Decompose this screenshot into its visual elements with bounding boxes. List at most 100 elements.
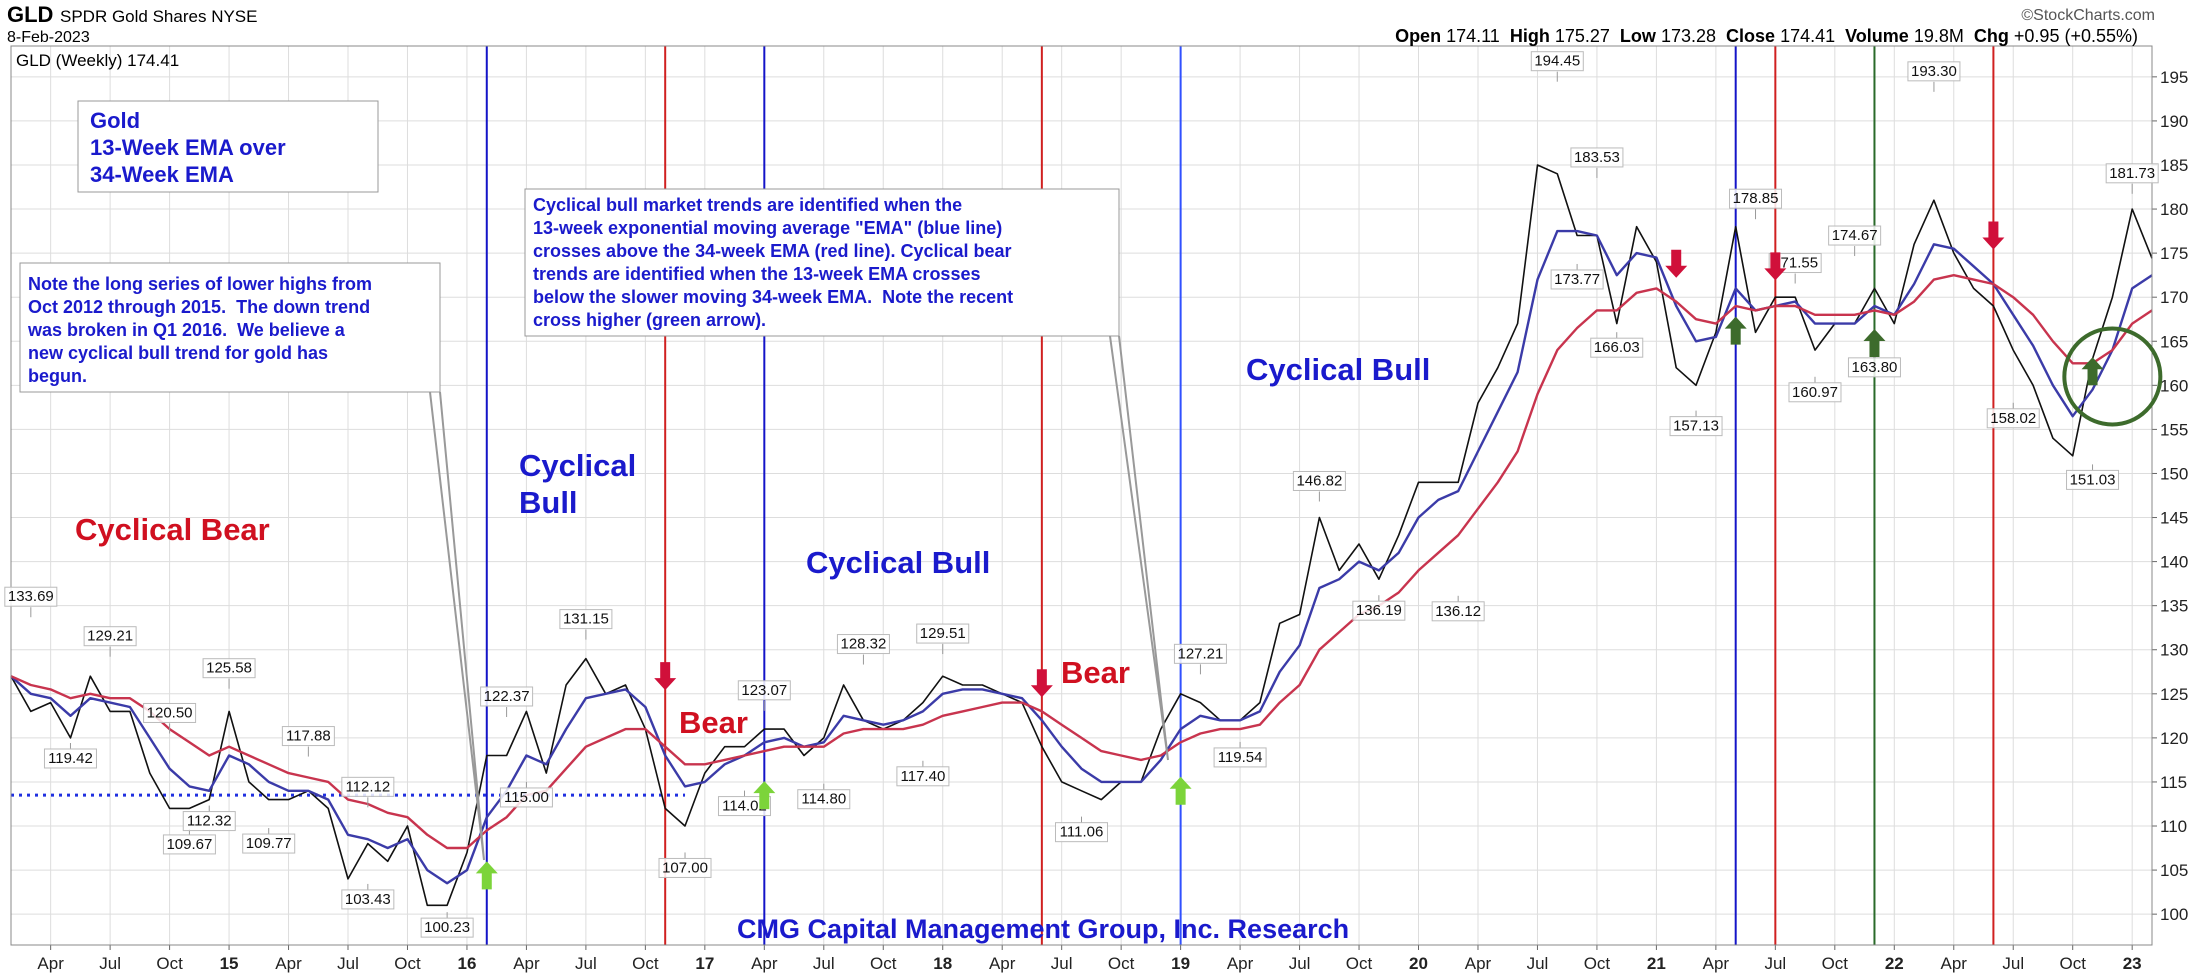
x-tick-label: 20 <box>1409 954 1428 973</box>
point-label: 115.00 <box>499 781 553 808</box>
line: new cyclical bull trend for gold has <box>28 343 328 363</box>
title-box <box>77 100 379 193</box>
highlight-circle <box>2062 326 2163 427</box>
point-label: 119.54 <box>1213 741 1267 768</box>
label-text: 127.21 <box>1177 645 1223 662</box>
x-tick-label: Apr <box>751 954 778 973</box>
symbol: GLD <box>7 2 53 27</box>
down-arrow <box>1764 252 1787 281</box>
label-box <box>1768 253 1822 274</box>
line: crosses above the 34-week EMA (red line)… <box>533 241 1012 261</box>
y-tick-label: 155 <box>2160 420 2188 439</box>
label-box <box>341 776 395 797</box>
point-label: 136.19 <box>1352 595 1406 621</box>
x-tick-label: Jul <box>813 954 835 973</box>
note-box-text: Note the long series of lower highs from… <box>27 274 372 386</box>
point-label: 163.80 <box>1847 351 1901 378</box>
label-text: 136.19 <box>1356 602 1402 619</box>
label-text: 117.40 <box>901 768 946 785</box>
line: Gold <box>90 108 140 133</box>
x-tick-label: 18 <box>933 954 952 973</box>
y-tick-label: 115 <box>2160 773 2187 792</box>
point-label: 112.32 <box>182 805 236 832</box>
x-tick-label: Oct <box>1108 954 1135 973</box>
label-text: 112.32 <box>187 813 232 830</box>
label-text: 123.07 <box>741 682 787 699</box>
x-tick-label: Jul <box>1764 954 1786 973</box>
credit: ©StockCharts.com <box>2021 7 2155 24</box>
y-tick-label: 110 <box>2160 817 2187 836</box>
label-box <box>1788 382 1842 403</box>
label-text: 125.58 <box>206 660 252 677</box>
point-label: 112.12 <box>341 776 395 808</box>
y-tick-label: 135 <box>2160 597 2188 616</box>
label-box <box>182 811 236 832</box>
label-text: 173.77 <box>1554 271 1600 288</box>
title-box-text: Gold 13-Week EMA over 34-Week EMA <box>90 108 286 187</box>
y-tick-label: 195 <box>2160 68 2188 87</box>
point-label: 160.97 <box>1788 376 1842 403</box>
point-label: 136.12 <box>1431 595 1485 622</box>
x-tick-label: Apr <box>1227 954 1254 973</box>
x-tick-label: 21 <box>1647 954 1666 973</box>
label-box <box>420 917 474 938</box>
point-label: 123.07 <box>737 680 791 711</box>
point-label: 157.13 <box>1669 410 1723 437</box>
label-box <box>1550 269 1604 290</box>
point-label: 129.51 <box>916 623 970 655</box>
x-tick-label: 19 <box>1171 954 1190 973</box>
label-box <box>480 686 534 707</box>
label-box <box>1213 747 1267 768</box>
x-tick-label: Apr <box>1703 954 1730 973</box>
x-tick-label: Oct <box>1584 954 1611 973</box>
x-tick-label: Apr <box>1465 954 1492 973</box>
label-text: 107.00 <box>662 859 708 876</box>
label-text: 151.03 <box>2070 471 2116 488</box>
label-box <box>896 766 950 787</box>
label: High <box>1510 26 1550 46</box>
label: Chg <box>1974 26 2009 46</box>
x-tick-label: Apr <box>513 954 540 973</box>
y-tick-label: 150 <box>2160 464 2188 483</box>
phase-label: Cyclical Bull <box>1246 352 1430 387</box>
x-tick-label: Oct <box>632 954 659 973</box>
down-arrow <box>1665 249 1688 278</box>
label-text: 160.97 <box>1792 384 1838 401</box>
point-label: 133.69 <box>4 586 58 618</box>
label-box <box>83 626 137 647</box>
y-tick-label: 120 <box>2160 729 2188 748</box>
name: SPDR Gold Shares <box>60 7 206 26</box>
label-box <box>281 726 335 747</box>
x-tick-label: Apr <box>275 954 302 973</box>
up-arrow <box>753 781 776 810</box>
phase-label: Cyclical <box>519 448 636 483</box>
line: Note the long series of lower highs from <box>28 274 372 294</box>
label-box <box>499 787 553 808</box>
x-tick-label: 17 <box>695 954 714 973</box>
label-text: 112.12 <box>345 778 390 795</box>
value: 173.28 <box>1661 26 1716 46</box>
label-text: 128.32 <box>840 636 886 653</box>
down-arrow <box>654 662 677 691</box>
label-box <box>1847 357 1901 378</box>
point-label: 120.50 <box>143 702 197 734</box>
label-text: 171.55 <box>1772 255 1818 272</box>
y-tick-label: 105 <box>2160 861 2188 880</box>
label-text: 129.51 <box>920 625 966 642</box>
phase-label: Cyclical Bear <box>75 512 270 547</box>
label-box <box>916 623 970 644</box>
x-tick-label: Jul <box>1051 954 1073 973</box>
x-tick-label: 23 <box>2123 954 2142 973</box>
label-box <box>143 702 197 723</box>
phase-label: Bear <box>1061 655 1130 690</box>
label-box <box>1986 408 2040 429</box>
line: cross higher (green arrow). <box>533 310 766 330</box>
label-text: 114.02 <box>722 798 767 815</box>
up-arrow <box>475 861 498 890</box>
label-box <box>1173 643 1227 664</box>
x-tick-label: Oct <box>394 954 421 973</box>
point-label: 166.03 <box>1590 332 1644 358</box>
point-label: 151.03 <box>2066 464 2120 490</box>
label: Open <box>1395 26 1441 46</box>
point-label: 119.42 <box>43 742 97 769</box>
